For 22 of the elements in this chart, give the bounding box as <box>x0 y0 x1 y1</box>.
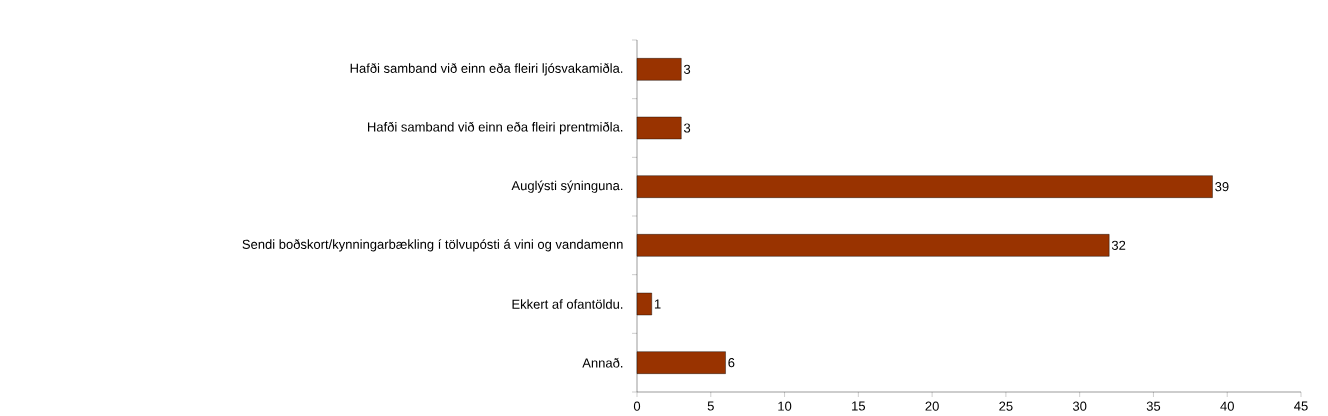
x-tick-label: 40 <box>1220 401 1234 411</box>
data-label: 3 <box>683 123 691 133</box>
data-label: 32 <box>1111 240 1126 250</box>
data-label: 3 <box>683 64 691 74</box>
x-tick-label: 10 <box>778 401 792 411</box>
x-tick-label: 20 <box>925 401 939 411</box>
y-tick-label: Hafði samband við einn eða fleiri ljósvakamiðla. <box>350 63 623 76</box>
data-label: 1 <box>654 299 661 309</box>
y-tick-label: Ekkert af ofantöldu. <box>512 299 623 309</box>
x-tick-label: 35 <box>1146 401 1161 411</box>
y-tick-label: Sendi boðskort/kynningarbækling í tölvupósti á vini og vandamenn <box>242 239 623 252</box>
x-tick-label: 45 <box>1294 401 1308 411</box>
data-label: 39 <box>1215 182 1229 192</box>
y-tick-label: Hafði samband við einn eða fleiri prentmiðla. <box>368 121 623 135</box>
y-tick-label: Auglýsti sýninguna. <box>511 180 623 193</box>
x-tick-label: 5 <box>707 401 714 411</box>
data-label: 6 <box>728 358 735 368</box>
x-tick-label: 25 <box>999 401 1013 411</box>
x-tick-label: 0 <box>633 401 641 411</box>
y-tick-label: Annað. <box>582 357 623 368</box>
x-tick-label: 15 <box>852 401 866 411</box>
x-tick-label: 30 <box>1072 401 1087 411</box>
